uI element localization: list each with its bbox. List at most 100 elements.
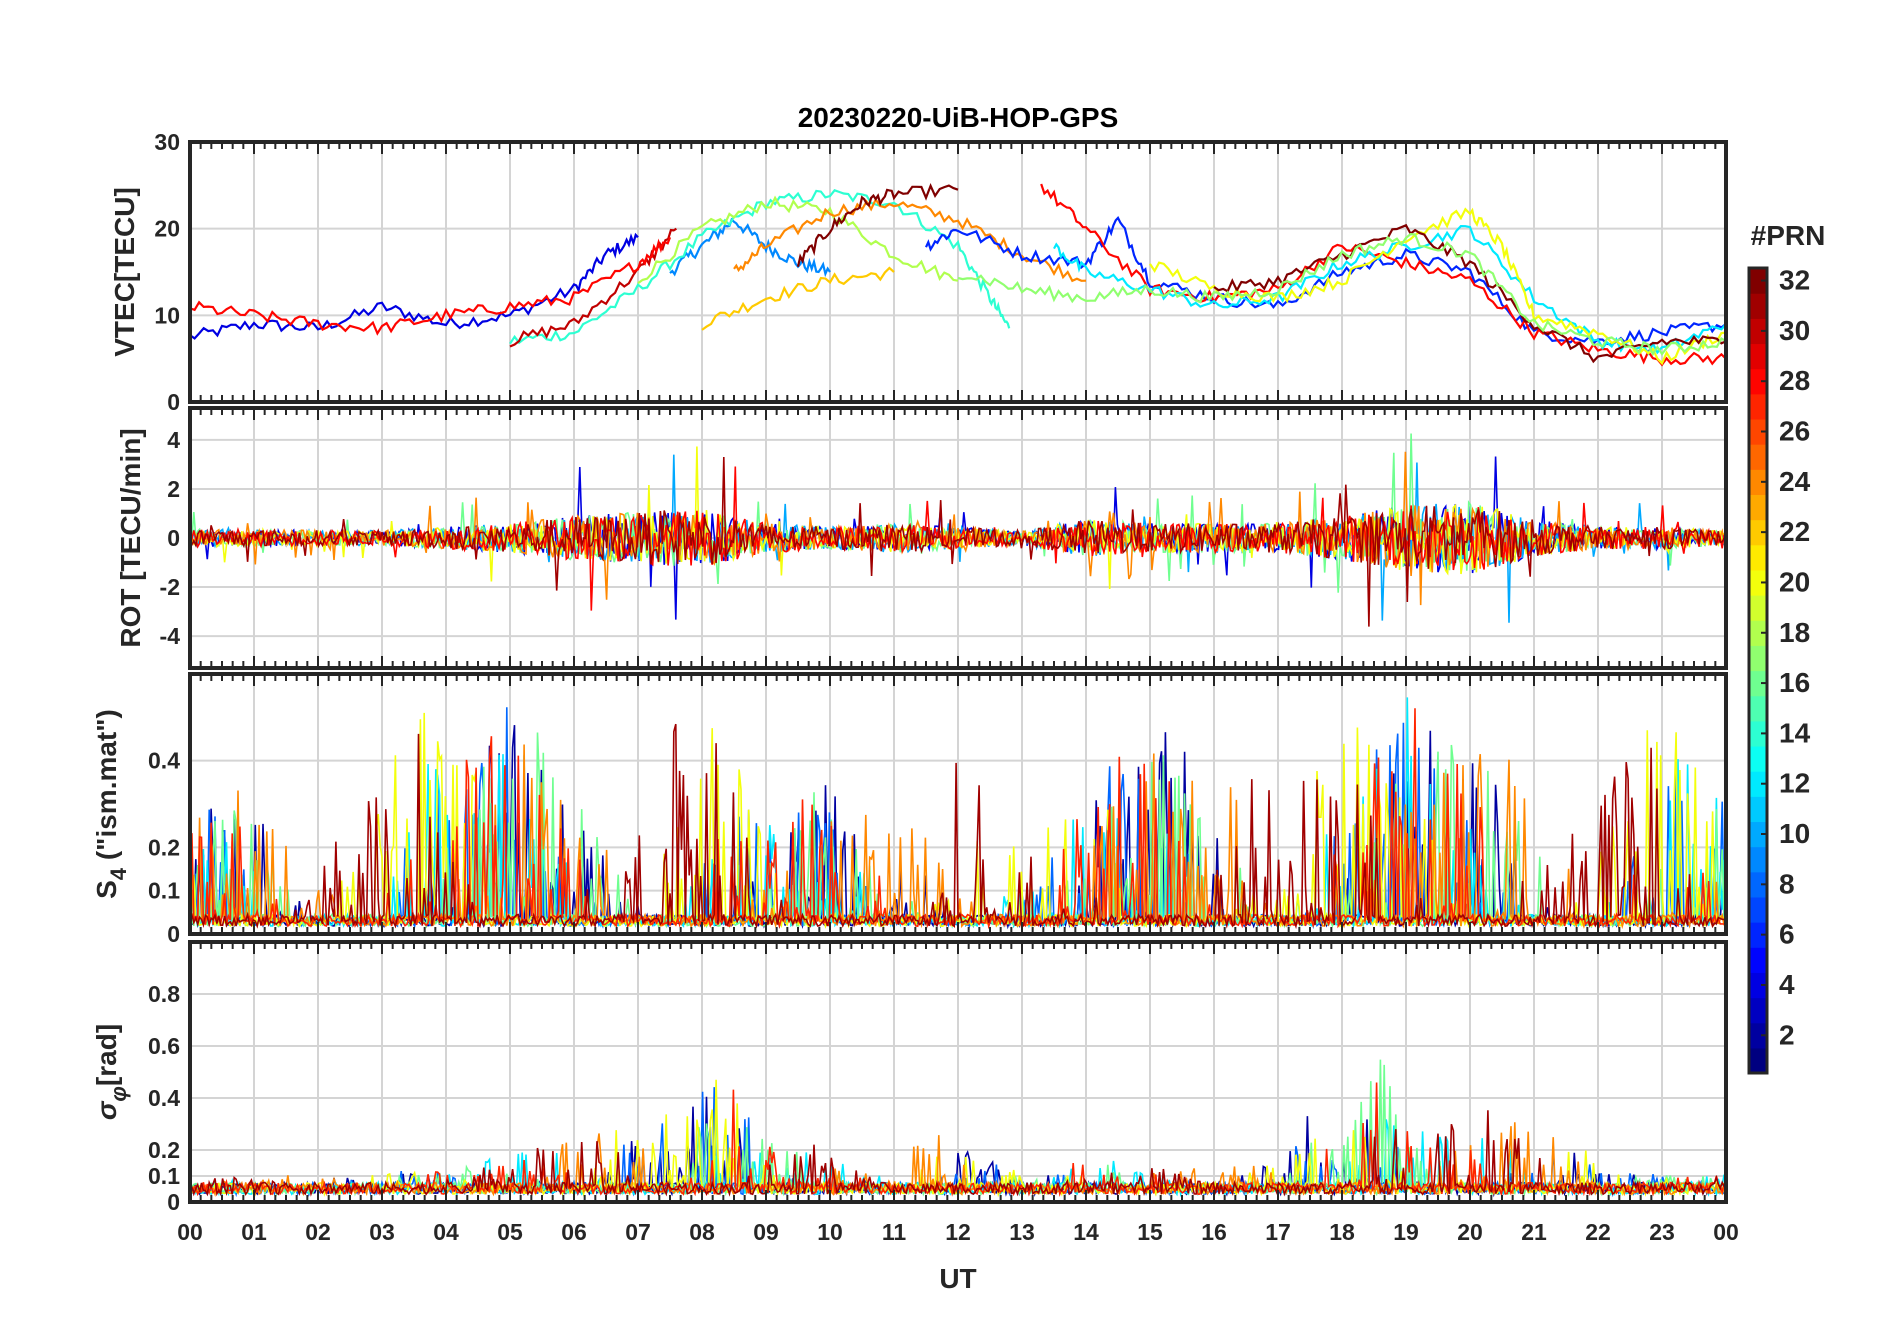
vtec-series-prn-12 [1053,224,1726,356]
x-tick-label: 23 [1649,1219,1675,1245]
colorbar-tick-label: 14 [1779,717,1811,748]
s4-y-label: S4 ("ism.mat") [91,709,131,899]
x-tick-label: 00 [177,1219,203,1245]
colorbar-swatch [1749,720,1767,747]
colorbar-swatch [1749,771,1767,797]
colorbar-frame [1747,266,1769,1075]
colorbar-tick-label: 8 [1779,868,1795,899]
colorbar-tick-label: 28 [1779,365,1810,396]
colorbar-swatch [1749,569,1767,596]
colorbar-tick-label: 20 [1779,566,1810,597]
colorbar-tick-label: 12 [1779,768,1810,799]
x-tick-label: 09 [753,1219,779,1245]
vtec-series [190,183,1726,367]
colorbar-tick-label: 30 [1779,315,1810,346]
s4-y-label-sub: 4 [106,867,131,880]
rot-series-prn-31 [190,456,1725,627]
x-tick-label: 12 [945,1219,971,1245]
x-tick-label: 03 [369,1219,395,1245]
x-tick-label: 16 [1201,1219,1227,1245]
colorbar-tick-label: 4 [1779,969,1795,1000]
colorbar-tick-label: 32 [1779,265,1810,296]
vtec-series-prn-17 [957,232,1726,357]
rot-series-prn-24 [190,451,1725,606]
rot-y-tick-label: 0 [167,525,180,551]
panel-s4: 0 0.1 0.2 0.4 S4 ("ism.mat") [91,672,1728,947]
x-tick-label: 04 [433,1219,459,1245]
colorbar-swatch [1749,871,1767,898]
x-tick-label: 20 [1457,1219,1483,1245]
s4-y-tick-label: 0.1 [148,878,180,904]
colorbar-tick-label: 6 [1779,919,1795,950]
sigma-y-label-sub: φ [106,1086,131,1101]
colorbar-swatch [1749,544,1767,571]
x-tick-label: 05 [497,1219,523,1245]
colorbar-swatch [1749,947,1767,973]
rot-y-tick-label: -4 [160,623,181,649]
colorbar-swatch [1749,1022,1767,1049]
vtec-series-prn-24 [733,197,1087,283]
colorbar-swatch [1749,595,1767,621]
vtec-y-tick-label: 0 [167,389,180,415]
s4-series-prn-31 [190,723,1725,930]
x-tick-label: 22 [1585,1219,1611,1245]
rot-minor-ticks [189,408,1727,668]
colorbar-swatch [1749,494,1767,521]
colorbar-tick-label: 18 [1779,617,1810,648]
vtec-series-prn-28 [190,236,672,336]
vtec-series-prn-18 [637,195,959,285]
colorbar-swatch [1749,695,1767,722]
s4-y-tick-label: 0.4 [148,748,180,774]
sigma-y-label-rest: [rad] [91,1024,122,1086]
rot-y-ticks: -4 -2 0 2 4 [160,427,181,649]
colorbar-tick-label: 16 [1779,667,1810,698]
colorbar-swatch [1749,293,1767,319]
x-tick-label: 08 [689,1219,715,1245]
colorbar-tick-label: 24 [1779,466,1811,497]
colorbar-tick-label: 26 [1779,416,1810,447]
colorbar-swatch [1749,796,1767,823]
x-tick-label: 10 [817,1219,843,1245]
colorbar-swatch [1749,670,1767,697]
colorbar-swatch [1749,896,1767,923]
vtec-series-prn-22 [701,266,895,331]
vtec-y-tick-label: 30 [154,129,180,155]
x-tick-label: 13 [1009,1219,1035,1245]
colorbar-label: #PRN [1751,220,1826,251]
colorbar-tick-label: 2 [1779,1019,1795,1050]
x-tick-label: 00 [1713,1219,1739,1245]
x-tick-label: 17 [1265,1219,1291,1245]
rot-y-label: ROT [TECU/min] [115,428,146,647]
colorbar-swatch [1749,645,1767,672]
colorbar-swatch [1749,846,1767,873]
colorbar-swatch [1749,318,1767,345]
sigma-y-tick-label: 0.8 [148,981,180,1007]
vtec-series-prn-28 [1040,183,1726,367]
colorbar-swatch [1749,821,1767,848]
vtec-series-prn-32 [796,183,959,267]
x-tick-label: 14 [1073,1219,1099,1245]
colorbar-swatch [1749,519,1767,546]
sigma-y-label-main: σ [91,1100,122,1120]
sigma-minor-ticks [189,942,1727,1202]
vtec-series-prn-14 [509,188,1011,345]
x-tick-label: 01 [241,1219,267,1245]
chart-title: 20230220-UiB-HOP-GPS [798,102,1119,133]
colorbar-swatch [1749,418,1767,445]
sigma-y-tick-label: 0.4 [148,1085,180,1111]
colorbar-tick-label: 22 [1779,516,1810,547]
vtec-series-prn-30 [509,227,677,348]
vtec-series-prn-6 [925,215,1726,346]
sigma-y-tick-label: 0.2 [148,1137,180,1163]
x-tick-label: 21 [1521,1219,1547,1245]
vtec-y-ticks: 0 10 20 30 [154,129,180,415]
vtec-grid [190,142,1726,402]
colorbar-gradient [1749,268,1767,1074]
colorbar-swatch [1749,997,1767,1024]
s4-y-tick-label: 0 [167,921,180,947]
vtec-series-prn-32 [1213,223,1726,364]
colorbar-swatch [1749,620,1767,646]
sigma-y-tick-label: 0.1 [148,1163,180,1189]
